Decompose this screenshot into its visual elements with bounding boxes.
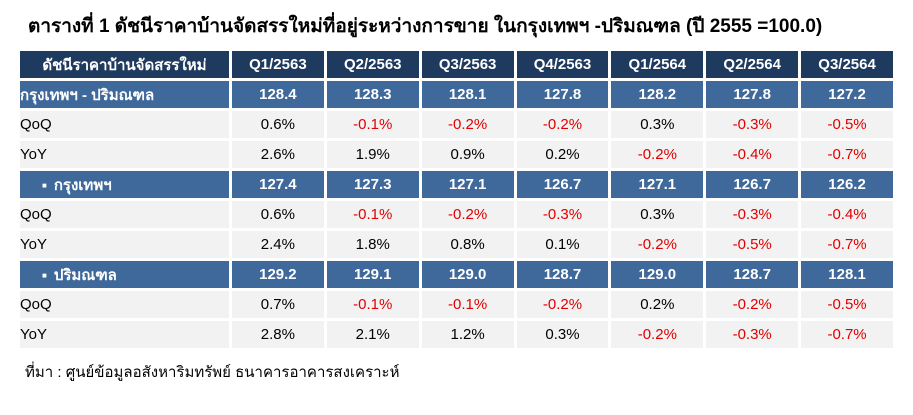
pct-value-cell: 0.9% xyxy=(421,141,514,168)
row-label: QoQ xyxy=(20,201,229,228)
pct-value-cell: 0.6% xyxy=(231,111,324,138)
pct-value-cell: 0.2% xyxy=(611,291,704,318)
index-value-cell: 128.3 xyxy=(326,81,419,108)
row-label: YoY xyxy=(20,141,229,168)
pct-value-cell: 0.8% xyxy=(421,231,514,258)
index-value-cell: 127.1 xyxy=(421,171,514,198)
pct-value-cell: -0.2% xyxy=(706,291,799,318)
column-header-quarter: Q2/2563 xyxy=(326,51,419,78)
table-row-region-metro: ■ ปริมณฑล 129.2 129.1 129.0 128.7 129.0 1… xyxy=(20,261,893,288)
column-header-index-name: ดัชนีราคาบ้านจัดสรรใหม่ xyxy=(20,51,229,78)
index-value-cell: 128.1 xyxy=(421,81,514,108)
table-row-yoy: YoY 2.4% 1.8% 0.8% 0.1% -0.2% -0.5% -0.7… xyxy=(20,231,893,258)
index-value-cell: 127.1 xyxy=(611,171,704,198)
source-note: ที่มา : ศูนย์ข้อมูลอสังหาริมทรัพย์ ธนาคา… xyxy=(25,364,400,381)
pct-value-cell: 0.6% xyxy=(231,201,324,228)
table-row-yoy: YoY 2.8% 2.1% 1.2% 0.3% -0.2% -0.3% -0.7… xyxy=(20,321,893,348)
pct-value-cell: 1.8% xyxy=(326,231,419,258)
index-value-cell: 127.3 xyxy=(326,171,419,198)
pct-value-cell: -0.2% xyxy=(611,321,704,348)
pct-value-cell: -0.3% xyxy=(706,201,799,228)
column-header-quarter: Q4/2563 xyxy=(516,51,609,78)
index-value-cell: 128.1 xyxy=(801,261,893,288)
index-value-cell: 126.2 xyxy=(801,171,893,198)
index-value-cell: 127.8 xyxy=(706,81,799,108)
pct-value-cell: -0.5% xyxy=(706,231,799,258)
pct-value-cell: -0.2% xyxy=(421,111,514,138)
row-label: YoY xyxy=(20,231,229,258)
pct-value-cell: 2.4% xyxy=(231,231,324,258)
index-value-cell: 128.2 xyxy=(611,81,704,108)
pct-value-cell: -0.7% xyxy=(801,231,893,258)
row-label: YoY xyxy=(20,321,229,348)
index-value-cell: 127.4 xyxy=(231,171,324,198)
pct-value-cell: -0.1% xyxy=(326,111,419,138)
pct-value-cell: -0.3% xyxy=(706,111,799,138)
index-value-cell: 126.7 xyxy=(706,171,799,198)
index-value-cell: 127.8 xyxy=(516,81,609,108)
column-header-quarter: Q1/2564 xyxy=(611,51,704,78)
index-value-cell: 128.7 xyxy=(706,261,799,288)
pct-value-cell: -0.1% xyxy=(326,201,419,228)
square-bullet-icon: ■ xyxy=(42,270,47,280)
pct-value-cell: -0.2% xyxy=(611,141,704,168)
column-header-quarter: Q1/2563 xyxy=(231,51,324,78)
table-header-row: ดัชนีราคาบ้านจัดสรรใหม่ Q1/2563 Q2/2563 … xyxy=(20,51,893,78)
square-bullet-icon: ■ xyxy=(42,180,47,190)
pct-value-cell: 0.7% xyxy=(231,291,324,318)
pct-value-cell: -0.3% xyxy=(516,201,609,228)
row-label: QoQ xyxy=(20,291,229,318)
row-label: ■ ปริมณฑล xyxy=(20,261,229,288)
pct-value-cell: -0.1% xyxy=(326,291,419,318)
column-header-quarter: Q3/2564 xyxy=(801,51,893,78)
pct-value-cell: -0.1% xyxy=(421,291,514,318)
table-row-yoy: YoY 2.6% 1.9% 0.9% 0.2% -0.2% -0.4% -0.7… xyxy=(20,141,893,168)
pct-value-cell: 2.8% xyxy=(231,321,324,348)
index-value-cell: 129.0 xyxy=(421,261,514,288)
table-row-qoq: QoQ 0.6% -0.1% -0.2% -0.3% 0.3% -0.3% -0… xyxy=(20,201,893,228)
table-row-region-bangkok: ■ กรุงเทพฯ 127.4 127.3 127.1 126.7 127.1 … xyxy=(20,171,893,198)
row-label: ■ กรุงเทพฯ xyxy=(20,171,229,198)
index-value-cell: 128.7 xyxy=(516,261,609,288)
pct-value-cell: 1.9% xyxy=(326,141,419,168)
index-value-cell: 128.4 xyxy=(231,81,324,108)
row-label: กรุงเทพฯ - ปริมณฑล xyxy=(20,81,229,108)
table-title: ตารางที่ 1 ดัชนีราคาบ้านจัดสรรใหม่ที่อยู… xyxy=(28,16,823,37)
pct-value-cell: -0.2% xyxy=(516,291,609,318)
table-row-qoq: QoQ 0.7% -0.1% -0.1% -0.2% 0.2% -0.2% -0… xyxy=(20,291,893,318)
table-row-qoq: QoQ 0.6% -0.1% -0.2% -0.2% 0.3% -0.3% -0… xyxy=(20,111,893,138)
row-label: QoQ xyxy=(20,111,229,138)
pct-value-cell: -0.2% xyxy=(611,231,704,258)
pct-value-cell: -0.4% xyxy=(706,141,799,168)
pct-value-cell: -0.3% xyxy=(706,321,799,348)
pct-value-cell: -0.2% xyxy=(516,111,609,138)
pct-value-cell: -0.5% xyxy=(801,291,893,318)
pct-value-cell: -0.7% xyxy=(801,321,893,348)
index-value-cell: 129.2 xyxy=(231,261,324,288)
index-value-cell: 127.2 xyxy=(801,81,893,108)
pct-value-cell: 1.2% xyxy=(421,321,514,348)
pct-value-cell: 0.3% xyxy=(611,111,704,138)
index-value-cell: 129.1 xyxy=(326,261,419,288)
pct-value-cell: -0.4% xyxy=(801,201,893,228)
housing-price-index-table: ดัชนีราคาบ้านจัดสรรใหม่ Q1/2563 Q2/2563 … xyxy=(17,48,896,351)
pct-value-cell: 0.1% xyxy=(516,231,609,258)
column-header-quarter: Q3/2563 xyxy=(421,51,514,78)
pct-value-cell: -0.5% xyxy=(801,111,893,138)
column-header-quarter: Q2/2564 xyxy=(706,51,799,78)
pct-value-cell: 0.3% xyxy=(611,201,704,228)
pct-value-cell: 0.2% xyxy=(516,141,609,168)
pct-value-cell: 0.3% xyxy=(516,321,609,348)
index-value-cell: 126.7 xyxy=(516,171,609,198)
pct-value-cell: 2.1% xyxy=(326,321,419,348)
pct-value-cell: 2.6% xyxy=(231,141,324,168)
index-value-cell: 129.0 xyxy=(611,261,704,288)
pct-value-cell: -0.2% xyxy=(421,201,514,228)
table-row-region-bkk-metro: กรุงเทพฯ - ปริมณฑล 128.4 128.3 128.1 127… xyxy=(20,81,893,108)
pct-value-cell: -0.7% xyxy=(801,141,893,168)
